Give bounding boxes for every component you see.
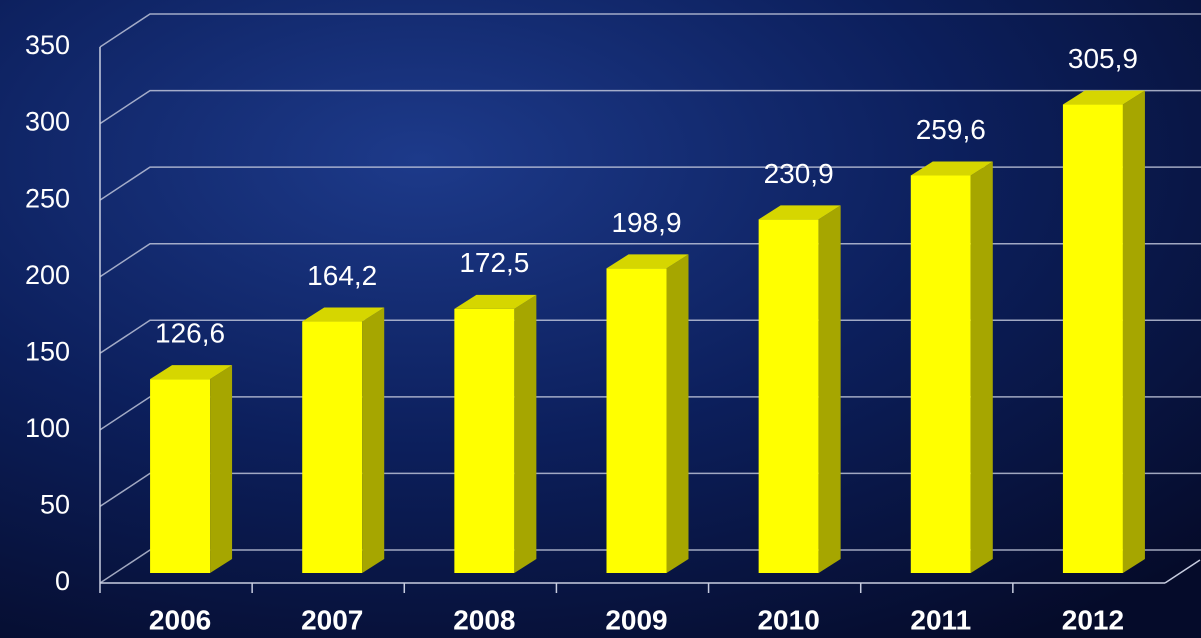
bar-top: [606, 254, 689, 269]
bar: [910, 175, 971, 573]
bar-top: [1062, 90, 1145, 105]
bar-side: [514, 294, 537, 573]
bar-side: [210, 365, 233, 573]
x-tick-label: 2009: [605, 604, 667, 635]
grid-line: [99, 13, 1201, 48]
bar-side: [1122, 90, 1145, 573]
x-tick-label: 2010: [757, 604, 819, 635]
x-tick-label: 2011: [910, 604, 971, 635]
bar-top: [758, 205, 841, 220]
grid-line: [99, 166, 1201, 201]
value-label: 164,2: [307, 260, 377, 291]
x-tick-label: 2006: [149, 604, 211, 635]
bar-top: [910, 161, 993, 176]
bar: [1062, 104, 1123, 573]
grid-line: [99, 396, 1201, 431]
bar-top: [454, 294, 537, 309]
grid-line: [99, 242, 1201, 278]
x-tick-label: 2012: [1062, 604, 1124, 635]
y-tick-label: 300: [25, 107, 70, 137]
grid-line: [99, 319, 1201, 354]
y-tick-label: 50: [40, 490, 70, 520]
bar: [758, 219, 819, 574]
value-label: 198,9: [611, 207, 681, 238]
value-label: 230,9: [764, 158, 834, 189]
grid-line: [99, 89, 1201, 125]
value-label: 126,6: [155, 318, 225, 349]
bar: [150, 379, 211, 573]
bar-top: [302, 307, 385, 322]
bar: [454, 308, 515, 573]
value-label: 305,9: [1068, 43, 1138, 74]
y-tick-label: 100: [25, 413, 70, 443]
grid-line: [99, 549, 1201, 584]
x-tick-label: 2008: [453, 604, 515, 635]
y-tick-label: 150: [25, 336, 70, 366]
bar-side: [666, 254, 689, 573]
value-label: 172,5: [459, 247, 529, 278]
x-axis-depth: [1164, 559, 1201, 584]
bar-side: [818, 205, 841, 574]
bar-side: [362, 307, 385, 573]
value-label: 259,6: [916, 114, 986, 145]
y-tick-label: 0: [55, 566, 70, 596]
y-tick-label: 350: [25, 30, 70, 60]
bar: [606, 268, 667, 573]
bar: [302, 321, 363, 573]
y-tick-label: 200: [25, 260, 70, 290]
y-tick-label: 250: [25, 183, 70, 213]
bar-side: [970, 161, 993, 573]
bar-top: [150, 365, 233, 380]
grid-line: [99, 472, 1201, 508]
x-tick-label: 2007: [301, 604, 363, 635]
